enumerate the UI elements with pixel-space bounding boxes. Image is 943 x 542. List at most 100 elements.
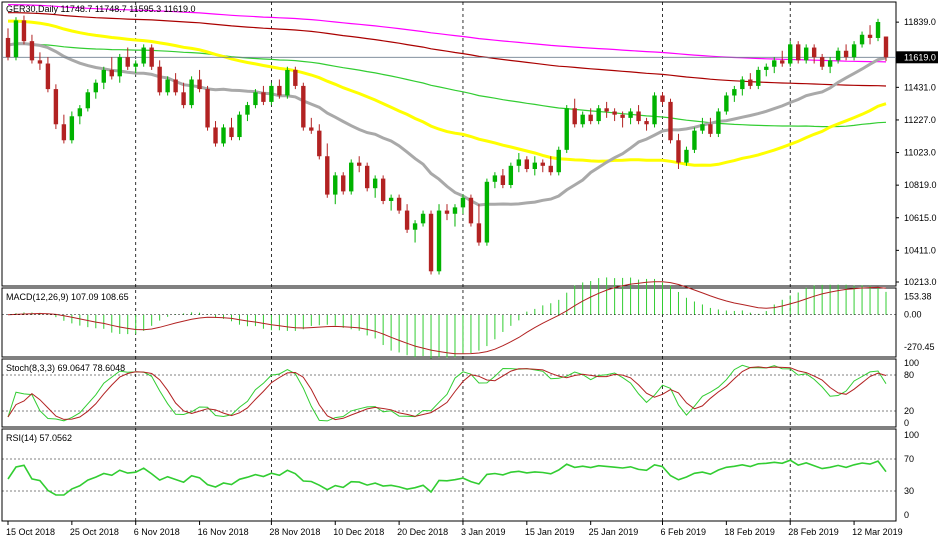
candle-body (628, 111, 633, 118)
candle-body (883, 36, 889, 58)
price-axis-label: 11023.0 (904, 148, 936, 158)
candle-body (700, 124, 705, 131)
candle-body (796, 44, 801, 61)
candle-body (780, 60, 785, 64)
candle-body (317, 130, 322, 157)
panel-border-1 (1, 287, 897, 358)
macd-axis-label: 0.00 (904, 310, 922, 320)
candle-body (37, 60, 43, 64)
stoch-axis-label: 0 (904, 418, 909, 428)
candle-body (668, 101, 673, 141)
candle-body (676, 140, 681, 163)
candle-body (748, 79, 753, 86)
candle-body (660, 95, 665, 102)
candle-body (213, 127, 218, 144)
candle-body (835, 50, 841, 61)
price-axis-label: 11839.0 (904, 17, 936, 27)
candle-body (460, 197, 466, 208)
candle-body (684, 149, 689, 163)
x-axis-label: 16 Nov 2018 (198, 527, 249, 537)
candle-body (596, 108, 601, 122)
candle-body (420, 213, 426, 224)
candle-body (325, 156, 330, 195)
candle-body (819, 57, 825, 67)
panel-border-2 (1, 358, 897, 428)
panel-border-0 (1, 1, 897, 287)
candle-body (285, 69, 290, 96)
candle-body (620, 114, 625, 118)
candle-body (756, 69, 761, 86)
stoch-main-line (7, 364, 887, 422)
candle-body (357, 162, 362, 166)
candle-body (101, 69, 106, 83)
candle-body (229, 127, 234, 138)
candle-body (532, 162, 537, 170)
rsi-axis-label: 100 (904, 430, 919, 440)
candle-body (197, 79, 202, 90)
candle-body (341, 175, 346, 192)
candle-body (612, 111, 617, 115)
candle-body (636, 111, 641, 122)
current-price-label: 11619.0 (904, 52, 936, 62)
candle-body (29, 41, 35, 61)
candle-body (301, 85, 306, 128)
candle-body (492, 175, 498, 182)
candle-body (708, 124, 713, 134)
candle-body (716, 111, 721, 134)
candle-body (93, 82, 98, 93)
candle-body (867, 34, 873, 38)
candle-body (588, 114, 593, 122)
candle-body (261, 92, 266, 102)
candle-body (572, 108, 577, 125)
panel-border-3 (1, 428, 897, 522)
rsi-axis-label: 0 (904, 510, 909, 520)
candle-body (803, 47, 809, 61)
price-chart-title: GER30,Daily 11748.7 11748.7 11595.3 1161… (6, 4, 195, 14)
x-axis-label: 15 Jan 2019 (525, 527, 575, 537)
candle-body (772, 60, 777, 67)
candle-body (652, 95, 657, 125)
candle-body (165, 79, 170, 93)
candle-body (141, 47, 146, 64)
candle-body (404, 210, 410, 230)
macd-axis-label: 153.38 (904, 291, 932, 301)
candle-body (388, 197, 394, 201)
candle-body (644, 121, 649, 125)
moving-average-line (7, 43, 887, 128)
candle-body (269, 85, 274, 102)
candle-body (69, 116, 75, 141)
candle-body (364, 165, 370, 189)
candle-body (548, 165, 553, 173)
candle-body (189, 79, 194, 106)
x-axis-label: 20 Dec 2018 (397, 527, 448, 537)
x-axis-label: 28 Nov 2018 (269, 527, 320, 537)
candle-body (516, 159, 522, 166)
candle-body (811, 47, 817, 58)
x-axis-label: 6 Nov 2018 (134, 527, 180, 537)
candle-body (45, 63, 51, 90)
stoch-signal-line (7, 366, 887, 421)
candle-body (604, 108, 609, 112)
candle-body (293, 69, 298, 86)
candle-body (237, 114, 242, 138)
candle-body (428, 213, 434, 272)
candle-body (77, 108, 83, 117)
candle-body (13, 20, 19, 58)
candle-body (692, 130, 697, 150)
price-axis-label: 10819.0 (904, 180, 937, 190)
candle-body (85, 92, 91, 109)
rsi-axis-label: 30 (904, 486, 914, 496)
candle-body (53, 89, 59, 125)
candle-body (740, 79, 745, 90)
x-axis-label: 15 Oct 2018 (6, 527, 55, 537)
stoch-title: Stoch(8,3,3) 69.0647 78.6048 (6, 363, 125, 373)
x-axis-label: 25 Jan 2019 (589, 527, 639, 537)
price-axis-label: 10615.0 (904, 213, 937, 223)
rsi-axis-label: 70 (904, 454, 914, 464)
macd-title: MACD(12,26,9) 107.09 108.65 (6, 292, 129, 302)
candle-body (843, 50, 849, 58)
candle-body (349, 162, 354, 192)
candle-body (5, 37, 11, 58)
candle-body (245, 105, 250, 115)
candle-body (444, 210, 450, 214)
